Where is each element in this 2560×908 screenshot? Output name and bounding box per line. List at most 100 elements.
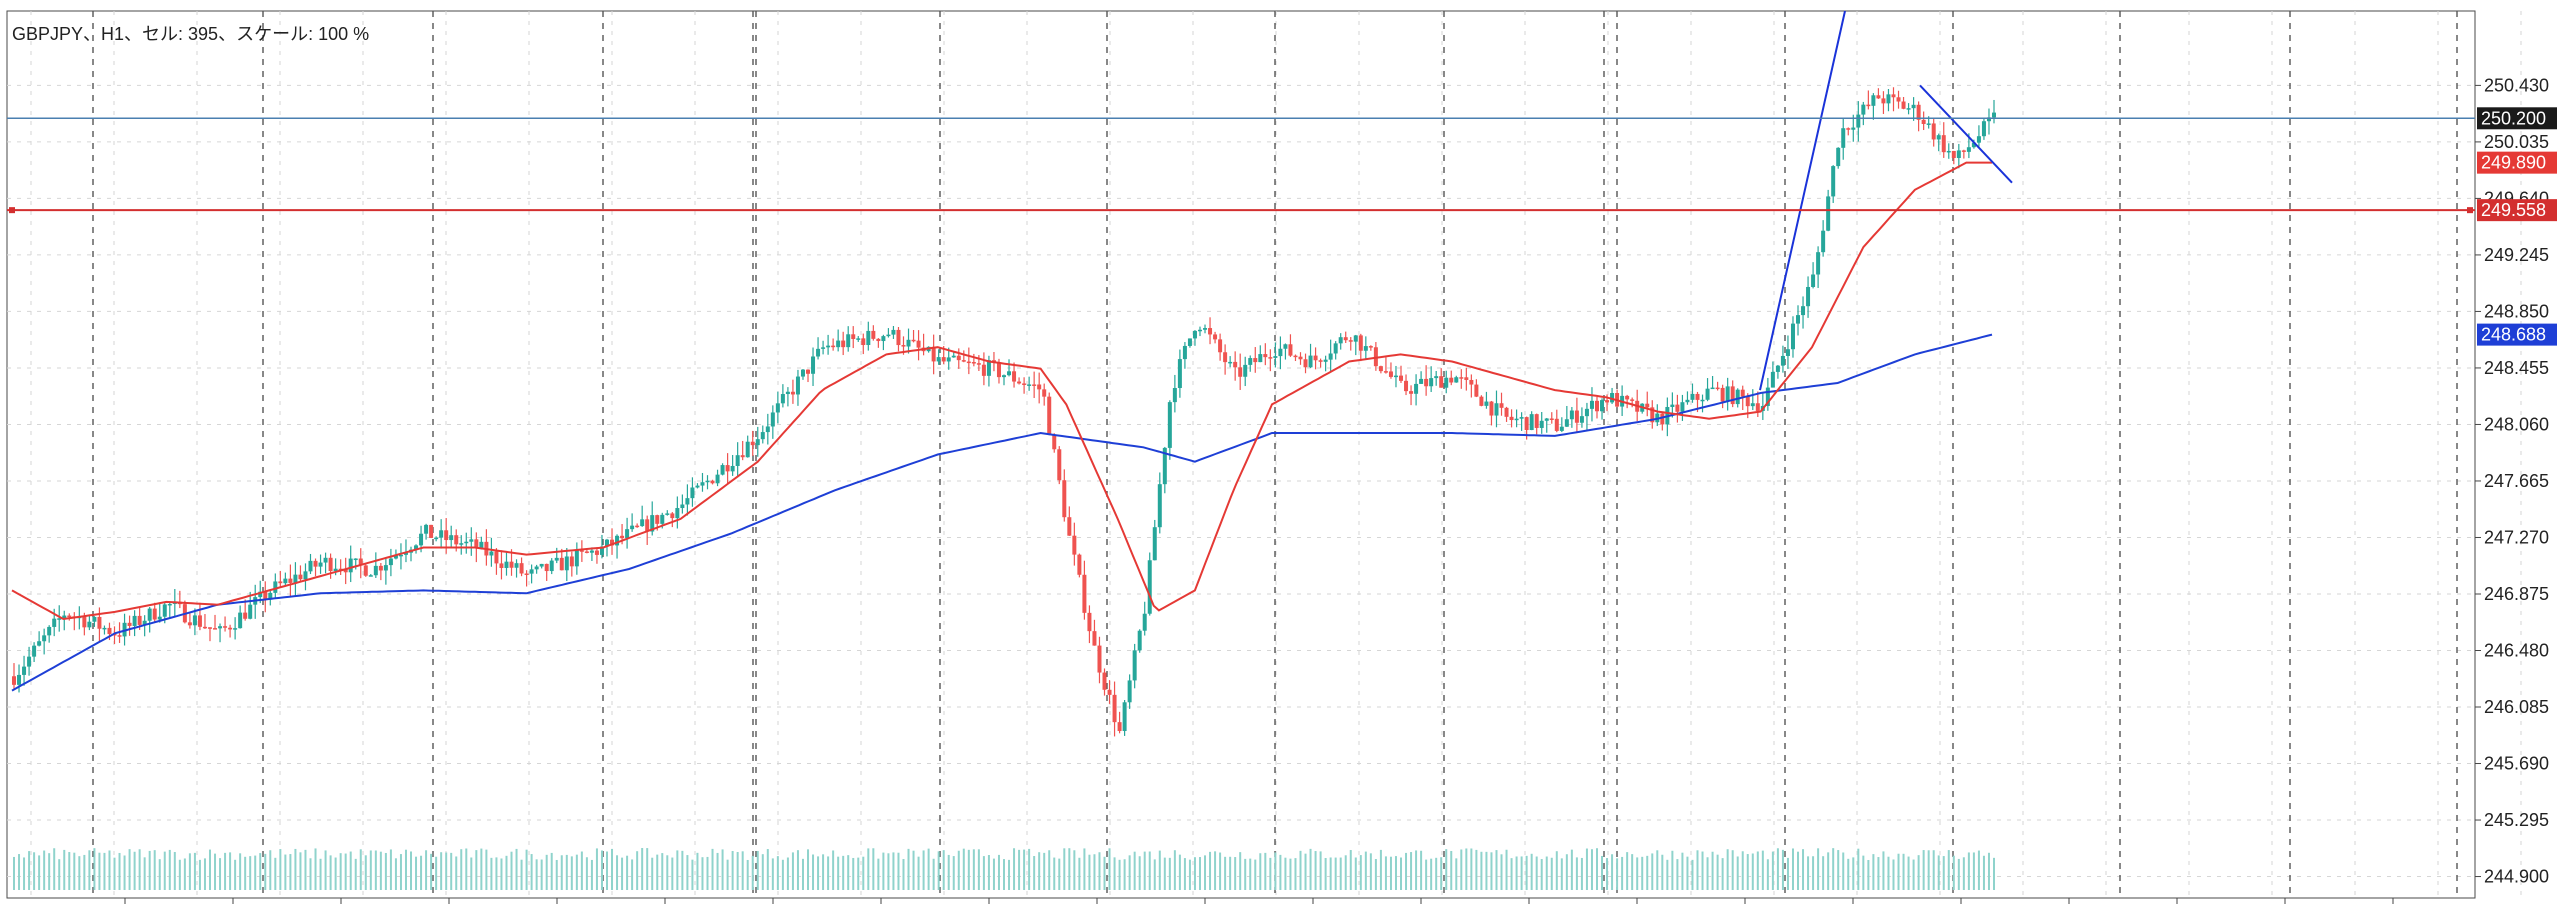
candle-body — [318, 562, 323, 567]
candle-body — [1901, 101, 1906, 109]
candle — [670, 512, 675, 528]
candle-body — [1946, 150, 1951, 153]
candle-body — [1223, 352, 1228, 363]
candle-body — [1439, 376, 1444, 388]
trendline-down[interactable] — [1919, 84, 2013, 184]
candle — [866, 321, 871, 351]
volume-bar — [1696, 850, 1699, 890]
volume-bar — [1671, 850, 1674, 890]
volume-bar — [696, 852, 699, 890]
level-handle-left[interactable] — [9, 207, 15, 214]
candle-body — [1303, 359, 1308, 368]
volume-bar — [736, 852, 739, 890]
candle — [856, 336, 861, 342]
candle — [549, 558, 554, 575]
volume-bar — [354, 858, 357, 890]
candle-body — [47, 626, 52, 636]
candle-body — [62, 615, 67, 619]
level-handle-right[interactable] — [2467, 207, 2473, 214]
y-tick-label: 250.035 — [2484, 132, 2549, 152]
candle-body — [1007, 371, 1012, 376]
candle — [504, 551, 509, 576]
volume-bar — [651, 857, 654, 890]
candle-body — [1544, 418, 1549, 421]
candle-body — [1318, 360, 1323, 362]
candle-body — [790, 391, 795, 395]
volume-bar — [1751, 853, 1754, 890]
candle — [308, 553, 313, 575]
candle-body — [1288, 344, 1293, 356]
candle — [1529, 411, 1534, 431]
candle-body — [162, 604, 167, 617]
plot-frame — [6, 10, 2476, 899]
candle-body — [1715, 387, 1720, 390]
candle — [1278, 336, 1283, 370]
candle-body — [454, 535, 459, 545]
candle — [67, 613, 72, 621]
candle-body — [956, 355, 961, 361]
candle-body — [1861, 104, 1866, 115]
candle-body — [1027, 384, 1032, 386]
candle-body — [811, 356, 816, 374]
volume-bar — [1475, 849, 1478, 890]
candle — [961, 350, 966, 363]
candle — [1876, 88, 1881, 99]
volume-bar — [490, 857, 493, 890]
volume-bar — [309, 858, 312, 890]
volume-bar — [1530, 853, 1533, 890]
candle — [1750, 389, 1755, 411]
volume-bar — [1917, 855, 1920, 890]
volume-bar — [1138, 856, 1141, 890]
trendline-up[interactable] — [1759, 10, 1846, 391]
candle-body — [620, 535, 625, 539]
volume-bar — [1485, 851, 1488, 890]
volume-bar — [1279, 854, 1282, 890]
volume-bar — [198, 859, 201, 890]
volume-bar — [254, 855, 257, 890]
candle — [1469, 374, 1474, 398]
candle-body — [363, 565, 368, 576]
candle — [494, 548, 499, 575]
candle-body — [760, 432, 765, 440]
volume-bar — [319, 858, 322, 890]
candle-body — [1992, 112, 1996, 118]
candle-body — [1630, 399, 1635, 401]
candle — [1549, 412, 1554, 424]
candle-body — [434, 537, 439, 540]
candle-body — [775, 403, 780, 413]
candle — [1393, 365, 1398, 388]
candle-body — [1745, 396, 1750, 407]
ma-slow-price-tag-box — [2477, 323, 2557, 346]
volume-bar — [324, 850, 327, 890]
candle-body — [207, 627, 212, 629]
volume-bar — [882, 852, 885, 890]
volume-bar — [1053, 857, 1056, 890]
volume-bar — [1972, 852, 1975, 890]
candle-body — [1966, 147, 1971, 152]
candle — [1464, 367, 1469, 391]
candle — [705, 475, 710, 490]
candle — [1017, 377, 1022, 385]
volume-bar — [1450, 850, 1453, 890]
candle-body — [449, 535, 454, 541]
candle — [886, 328, 891, 338]
candle — [459, 535, 464, 555]
candle — [1610, 387, 1615, 405]
candle-body — [1474, 384, 1479, 397]
candle-body — [1142, 613, 1147, 631]
candle-body — [1258, 354, 1263, 363]
candle-body — [665, 513, 670, 515]
candle-body — [1926, 123, 1931, 125]
candle — [831, 338, 836, 351]
candle-body — [1891, 94, 1896, 98]
candle — [1725, 377, 1730, 411]
volume-bar — [1565, 854, 1568, 890]
candle — [1338, 333, 1343, 350]
candle-body — [147, 608, 152, 621]
candle-body — [1147, 560, 1152, 614]
candle — [298, 565, 303, 582]
candle-body — [1444, 377, 1449, 388]
candle — [1594, 397, 1599, 419]
candle-body — [459, 543, 464, 545]
